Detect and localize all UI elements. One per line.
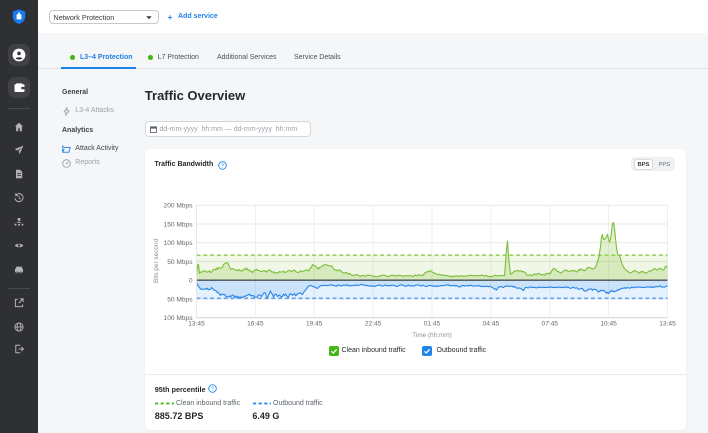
svg-text:200 Mbps: 200 Mbps [164,203,194,210]
svg-text:22:45: 22:45 [365,321,382,328]
svg-text:19:45: 19:45 [306,321,323,328]
svg-text:Bits per second: Bits per second [153,239,160,283]
svg-text:50 Mbps: 50 Mbps [167,259,193,266]
svg-text:07:45: 07:45 [542,321,559,328]
svg-text:13:45: 13:45 [188,321,205,328]
svg-text:100 Mbps: 100 Mbps [164,315,194,322]
svg-text:150 Mbps: 150 Mbps [164,221,194,228]
svg-text:Time (hh:mm): Time (hh:mm) [412,332,452,339]
svg-text:100 Mbps: 100 Mbps [164,240,194,247]
svg-text:?: ? [221,163,224,169]
svg-text:?: ? [211,387,214,393]
svg-text:10:45: 10:45 [600,321,617,328]
svg-text:01:45: 01:45 [424,321,441,328]
svg-text:50 Mbps: 50 Mbps [167,296,193,303]
svg-text:04:45: 04:45 [483,321,500,328]
svg-text:13:45: 13:45 [659,321,676,328]
svg-text:0: 0 [189,278,193,285]
svg-text:16:45: 16:45 [247,321,264,328]
